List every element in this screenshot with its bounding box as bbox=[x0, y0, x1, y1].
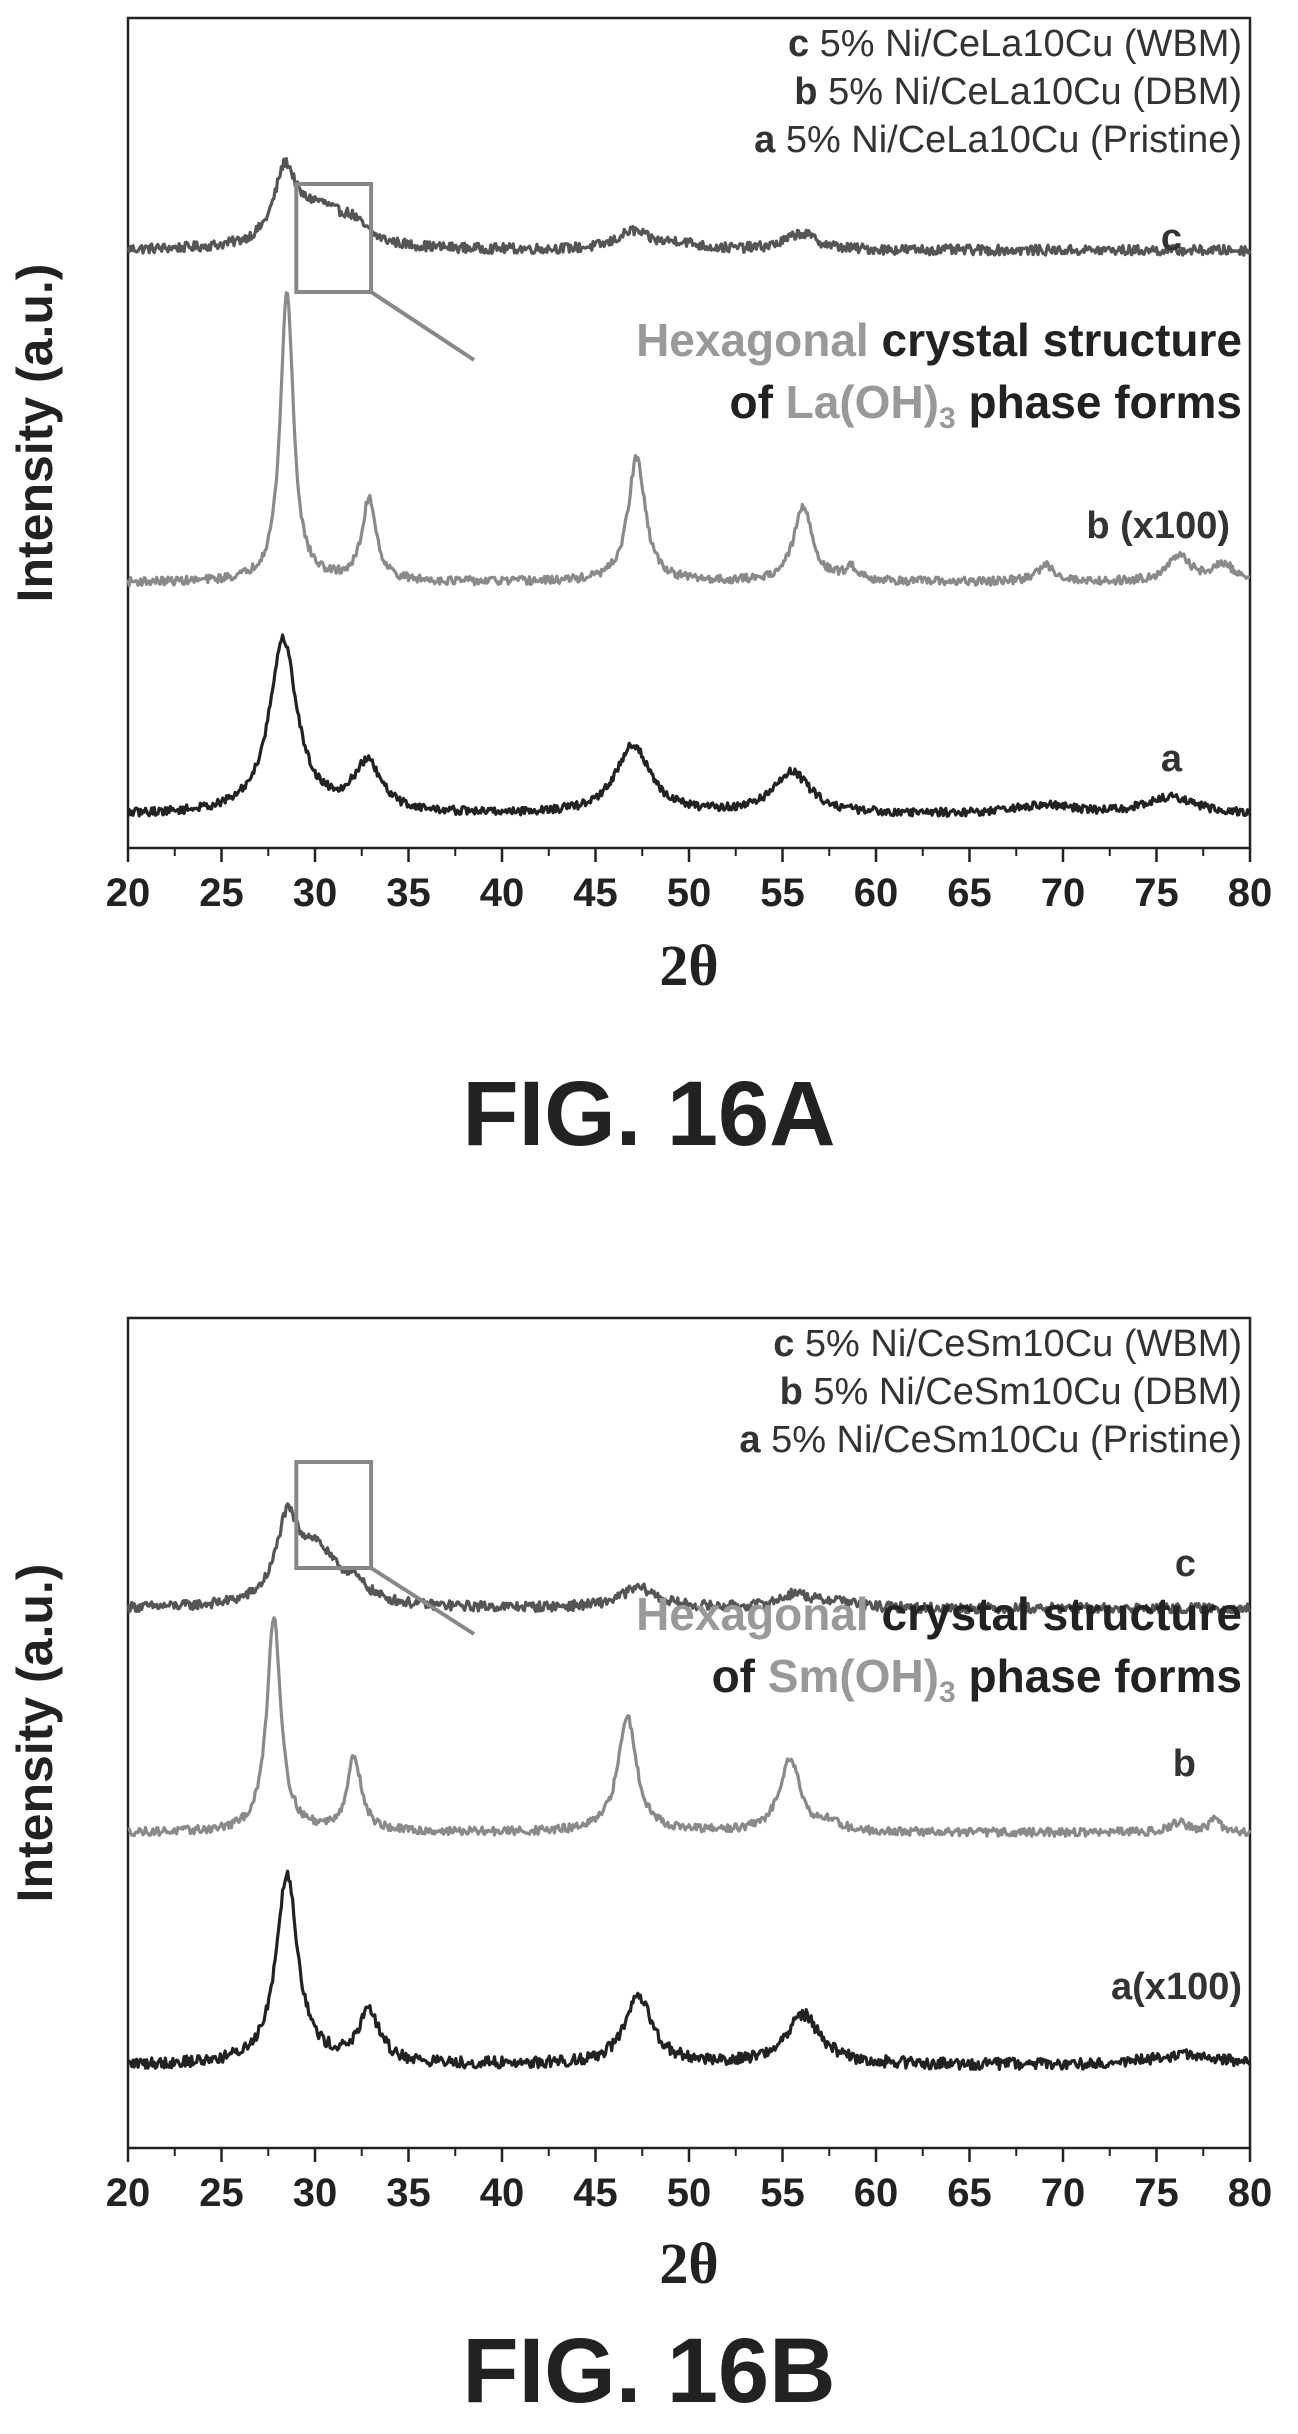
annotation-text: phase forms bbox=[956, 376, 1242, 428]
annotation-subscript: 3 bbox=[939, 402, 956, 435]
annotation-highlight: Hexagonal bbox=[636, 1588, 869, 1640]
legend-text: 5% Ni/CeLa10Cu (DBM) bbox=[828, 71, 1242, 113]
legend-letter: a bbox=[739, 1419, 771, 1461]
legend-entry-b: b 5% Ni/CeLa10Cu (DBM) bbox=[794, 71, 1242, 113]
annotation-text: of bbox=[712, 1650, 768, 1702]
series-line-c bbox=[126, 157, 1252, 257]
annotation-box bbox=[294, 1460, 374, 1570]
annotation-line-1: Hexagonal crystal structure bbox=[636, 314, 1242, 366]
x-tick-label: 40 bbox=[480, 871, 525, 915]
annotation-box bbox=[294, 182, 374, 294]
y-axis-label: Intensity (a.u.) bbox=[7, 1564, 63, 1903]
series-label-c: c bbox=[1161, 217, 1182, 259]
legend-text: 5% Ni/CeSm10Cu (Pristine) bbox=[771, 1419, 1242, 1461]
y-axis-label: Intensity (a.u.) bbox=[7, 264, 63, 603]
series-label-c: c bbox=[1175, 1543, 1196, 1585]
x-axis-label: 2θ bbox=[659, 2231, 718, 2296]
legend-entry-c: c 5% Ni/CeLa10Cu (WBM) bbox=[788, 23, 1242, 65]
x-tick-label: 60 bbox=[854, 871, 899, 915]
annotation-text: crystal structure bbox=[869, 314, 1242, 366]
x-tick-label: 50 bbox=[667, 2171, 712, 2215]
annotation-line-2: of Sm(OH)3 phase forms bbox=[712, 1650, 1242, 1709]
annotation-line-1: Hexagonal crystal structure bbox=[636, 1588, 1242, 1640]
x-tick-label: 65 bbox=[947, 871, 992, 915]
annotation-leader-line bbox=[370, 1566, 476, 1636]
legend-letter: b bbox=[780, 1371, 814, 1413]
legend-letter: c bbox=[788, 23, 820, 65]
annotation-species: La(OH) bbox=[786, 376, 939, 428]
annotation-text: of bbox=[729, 376, 785, 428]
x-tick-label: 50 bbox=[667, 871, 712, 915]
x-tick-label: 70 bbox=[1041, 2171, 1086, 2215]
series-label-a: a(x100) bbox=[1111, 1966, 1242, 2008]
annotation-text: phase forms bbox=[956, 1650, 1242, 1702]
x-tick-label: 80 bbox=[1228, 2171, 1273, 2215]
x-tick-label: 45 bbox=[573, 2171, 618, 2215]
series-label-b: b bbox=[1173, 1743, 1196, 1785]
x-tick-label: 25 bbox=[199, 2171, 244, 2215]
chart-panel-16a: 20 25 30 35 40 45 50 55 60 65 70 75 80 2θ Intensity (a… bbox=[7, 16, 1273, 1165]
legend-text: 5% Ni/CeSm10Cu (DBM) bbox=[813, 1371, 1242, 1413]
x-tick-label: 70 bbox=[1041, 871, 1086, 915]
figure-label: FIG. 16B bbox=[462, 2320, 835, 2422]
x-tick-label: 80 bbox=[1228, 871, 1273, 915]
x-tick-label: 35 bbox=[386, 871, 431, 915]
chart-panel-16b: 20 25 30 35 40 45 50 55 60 65 70 75 80 2θ Intensity (a… bbox=[7, 1316, 1273, 2422]
x-tick-label: 65 bbox=[947, 2171, 992, 2215]
x-tick-label: 20 bbox=[106, 2171, 151, 2215]
x-tick-label: 30 bbox=[293, 2171, 338, 2215]
legend-entry-c: c 5% Ni/CeSm10Cu (WBM) bbox=[773, 1323, 1242, 1365]
x-tick-label: 30 bbox=[293, 871, 338, 915]
x-tick-label: 45 bbox=[573, 871, 618, 915]
x-tick-label: 25 bbox=[199, 871, 244, 915]
legend-entry-a: a 5% Ni/CeSm10Cu (Pristine) bbox=[739, 1419, 1242, 1461]
series-line-a bbox=[127, 633, 1252, 818]
figure-label: FIG. 16A bbox=[462, 1063, 835, 1165]
legend-letter: b bbox=[794, 71, 828, 113]
legend-letter: c bbox=[773, 1323, 805, 1365]
series-label-b: b (x100) bbox=[1086, 505, 1230, 547]
legend-letter: a bbox=[754, 119, 786, 161]
x-tick-label: 40 bbox=[480, 2171, 525, 2215]
x-tick-label: 20 bbox=[106, 871, 151, 915]
series-line-a bbox=[126, 1869, 1252, 2071]
legend-text: 5% Ni/CeSm10Cu (WBM) bbox=[805, 1323, 1242, 1365]
x-axis-label: 2θ bbox=[659, 933, 718, 998]
legend-text: 5% Ni/CeLa10Cu (Pristine) bbox=[786, 119, 1242, 161]
annotation-text: crystal structure bbox=[869, 1588, 1242, 1640]
series-line-b bbox=[127, 1616, 1252, 1838]
annotation-species: Sm(OH) bbox=[768, 1650, 939, 1702]
legend-entry-b: b 5% Ni/CeSm10Cu (DBM) bbox=[780, 1371, 1242, 1413]
x-tick-label: 35 bbox=[386, 2171, 431, 2215]
annotation-line-2: of La(OH)3 phase forms bbox=[729, 376, 1242, 435]
x-tick-label: 75 bbox=[1134, 2171, 1179, 2215]
legend-text: 5% Ni/CeLa10Cu (WBM) bbox=[820, 23, 1242, 65]
x-tick-label: 55 bbox=[760, 2171, 805, 2215]
series-line-b bbox=[126, 291, 1251, 588]
x-tick-label: 60 bbox=[854, 2171, 899, 2215]
legend-entry-a: a 5% Ni/CeLa10Cu (Pristine) bbox=[754, 119, 1242, 161]
x-tick-label: 55 bbox=[760, 871, 805, 915]
annotation-leader-line bbox=[369, 290, 476, 362]
annotation-highlight: Hexagonal bbox=[636, 314, 869, 366]
series-label-a: a bbox=[1161, 738, 1183, 780]
series-line-c bbox=[126, 1502, 1252, 1615]
x-tick-label: 75 bbox=[1134, 871, 1179, 915]
annotation-subscript: 3 bbox=[939, 1676, 956, 1709]
